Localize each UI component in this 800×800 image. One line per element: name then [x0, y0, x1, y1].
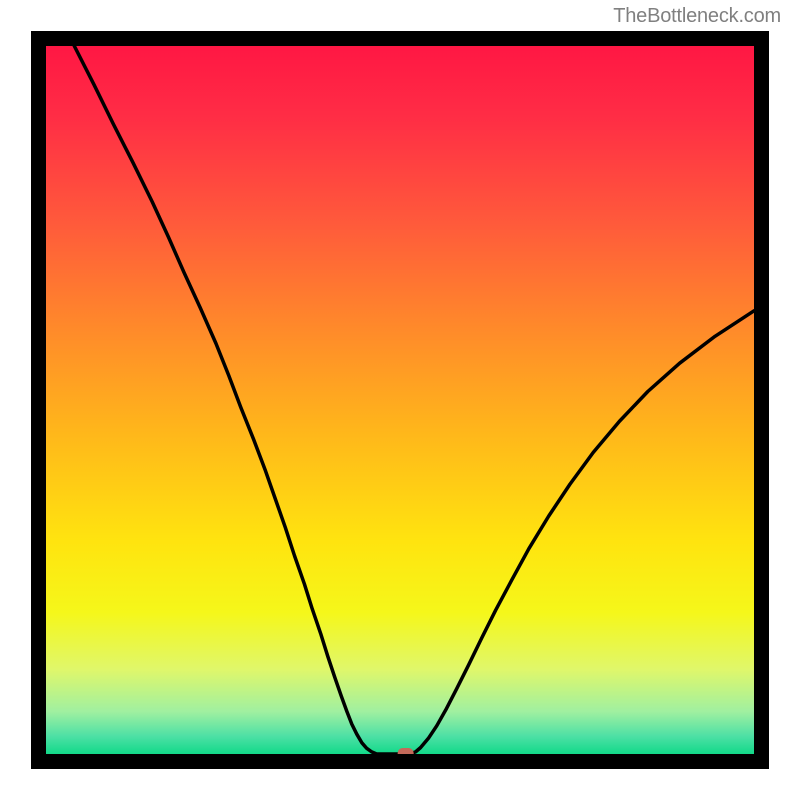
plot-svg	[0, 0, 800, 800]
gradient-background	[46, 46, 754, 754]
watermark-text: TheBottleneck.com	[613, 5, 781, 28]
bottleneck-chart: TheBottleneck.com	[0, 0, 800, 800]
